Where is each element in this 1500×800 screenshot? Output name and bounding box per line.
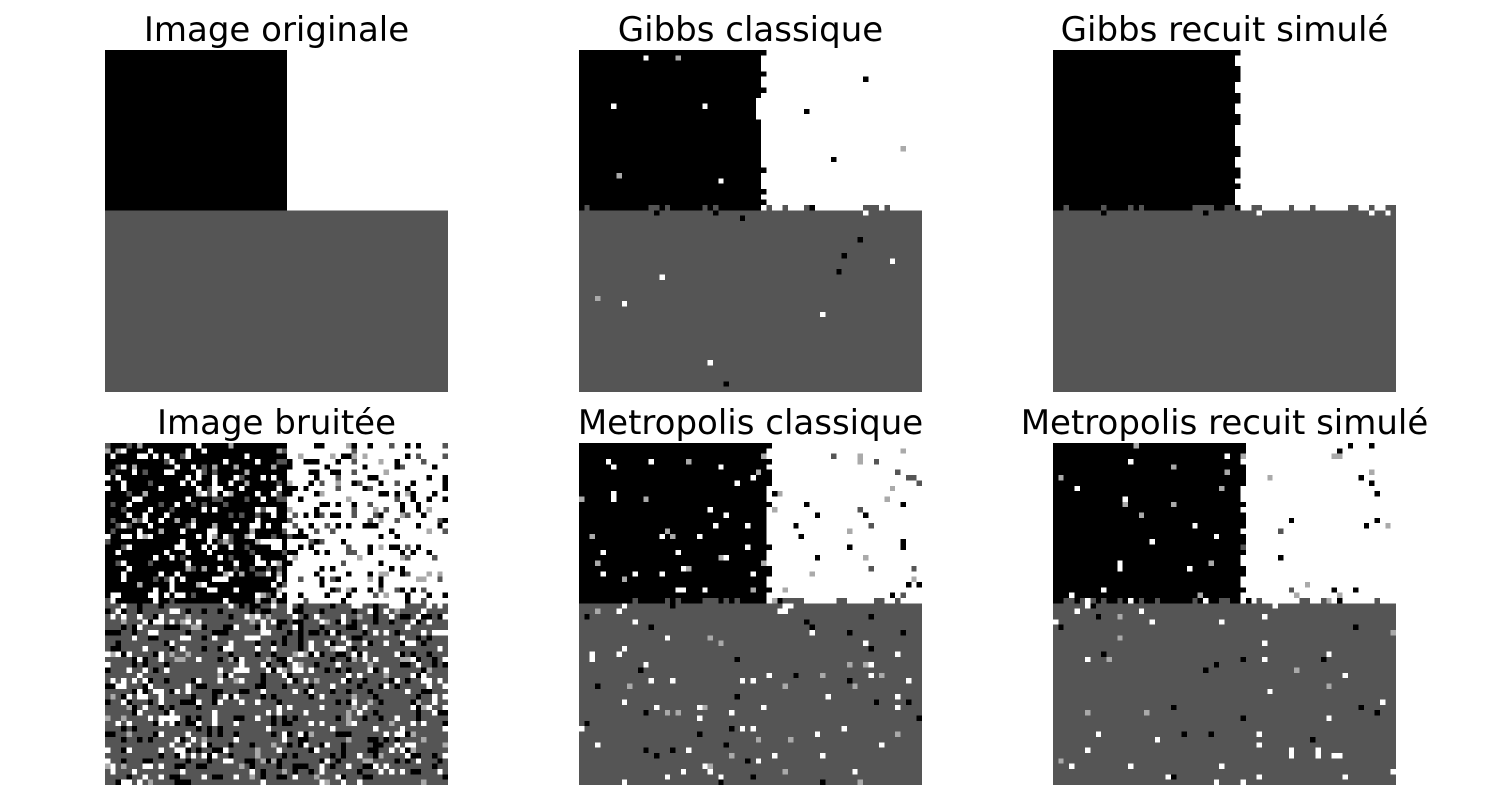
panel-metropolis-classic: Metropolis classique [577,403,924,785]
panel-gibbs-classic: Gibbs classique [579,10,922,392]
panel-title: Metropolis classique [577,403,924,443]
original-image [105,50,448,392]
metropolis-classic-image [579,443,922,785]
panel-noisy-image: Image bruitée [105,403,448,785]
panel-title: Metropolis recuit simulé [1020,403,1429,443]
gibbs-annealing-image [1053,50,1396,392]
panel-title: Image bruitée [156,403,397,443]
panel-gibbs-annealing: Gibbs recuit simulé [1053,10,1396,392]
panel-title: Gibbs classique [617,10,884,50]
metropolis-annealing-image [1053,443,1396,785]
panel-metropolis-annealing: Metropolis recuit simulé [1021,403,1428,785]
gibbs-classic-image [579,50,922,392]
panel-original-image: Image originale [105,10,448,392]
panel-title: Image originale [143,10,410,50]
noisy-image [105,443,448,785]
panel-title: Gibbs recuit simulé [1060,10,1389,50]
